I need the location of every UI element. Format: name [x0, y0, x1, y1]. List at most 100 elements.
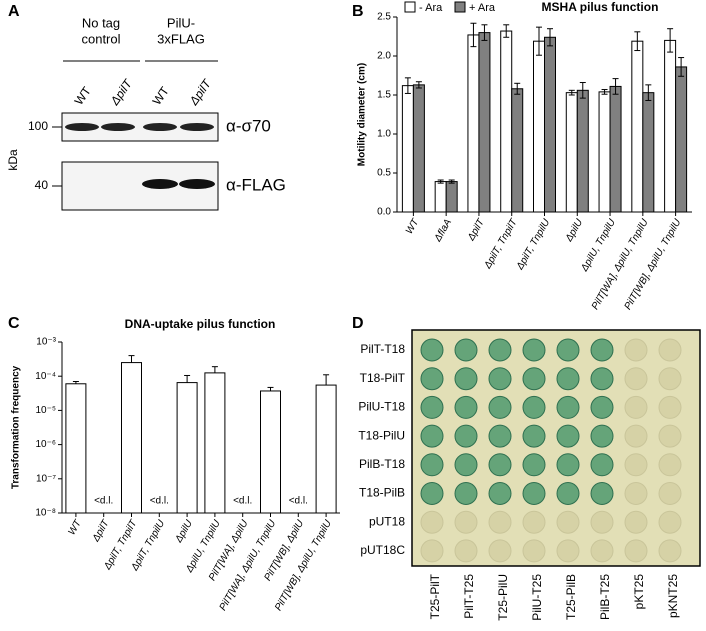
column-label: pKT25: [632, 574, 646, 610]
colony-spot: [556, 367, 580, 391]
error-bar: [536, 26, 542, 56]
bar: [544, 36, 556, 213]
bar: [260, 390, 281, 514]
colony-spot: [454, 367, 478, 391]
colony-spot: [556, 482, 580, 505]
group-label: 3xFLAG: [157, 31, 205, 46]
colony-spot: [590, 510, 614, 534]
colony-spot: [590, 395, 614, 419]
lane-label: ΔpilT: [107, 76, 136, 109]
band: [142, 179, 178, 189]
colony-spot: [624, 539, 648, 563]
legend-label: - Ara: [419, 2, 443, 14]
error-bar: [267, 386, 274, 391]
colony-spot: [454, 453, 478, 477]
colony-spot: [556, 453, 580, 477]
bar: [467, 34, 480, 213]
colony-spot: [420, 424, 444, 448]
bar: [176, 382, 198, 514]
bar: [121, 362, 142, 514]
colony-spot: [624, 424, 648, 448]
legend-swatch: [404, 1, 416, 13]
colony-spot: [658, 395, 682, 419]
marker-label: 100: [28, 119, 48, 133]
column-label: PilT-T25: [462, 574, 476, 619]
error-bar: [404, 77, 411, 94]
colony-spot: [454, 510, 478, 534]
chart-title: MSHA pilus function: [542, 0, 659, 14]
row-label: T18-PilB: [359, 486, 405, 500]
colony-spot: [658, 367, 682, 391]
colony-spot: [658, 338, 682, 362]
column-label: PilU-T25: [530, 574, 544, 621]
bar: [609, 85, 622, 213]
x-tick-label: WT: [66, 518, 84, 538]
colony-spot: [556, 338, 580, 362]
colony-spot: [522, 424, 546, 448]
bar: [500, 30, 513, 213]
colony-spot: [488, 453, 512, 477]
error-bar: [601, 89, 608, 95]
colony-spot: [624, 510, 648, 534]
column-label: T25-PilT: [428, 573, 442, 619]
bar: [511, 88, 524, 213]
value-label: <d.l.: [233, 496, 252, 507]
colony-spot: [590, 338, 614, 362]
colony-spot: [454, 395, 478, 419]
bar: [445, 181, 458, 213]
legend-swatch: [454, 1, 466, 13]
row-label: PilU-T18: [358, 400, 405, 414]
colony-spot: [488, 338, 512, 362]
bar: [434, 181, 447, 213]
error-bar: [448, 179, 455, 184]
column-label: T25-PilB: [564, 574, 578, 620]
colony-spot: [658, 510, 682, 534]
y-tick-label: 1.0: [377, 129, 391, 140]
error-bar: [323, 374, 330, 386]
error-bar: [503, 24, 510, 38]
colony-spot: [488, 395, 512, 419]
error-bar: [437, 179, 444, 184]
colony-spot: [488, 482, 512, 505]
colony-spot: [624, 453, 648, 477]
bar: [631, 40, 644, 213]
colony-spot: [522, 482, 546, 505]
colony-spot: [590, 424, 614, 448]
colony-spot: [658, 424, 682, 448]
bar: [412, 84, 425, 213]
colony-spot: [420, 539, 444, 563]
colony-spot: [624, 395, 648, 419]
x-tick-label: ΔflaA: [432, 217, 454, 244]
panel-label: D: [352, 315, 364, 332]
colony-spot: [556, 424, 580, 448]
error-bar: [645, 84, 652, 101]
value-label: <d.l.: [94, 496, 113, 507]
colony-spot: [420, 395, 444, 419]
band: [143, 123, 177, 131]
y-axis-label: Transformation frequency: [11, 365, 22, 489]
lane-label: ΔpilT: [186, 76, 215, 109]
x-tick-label: ΔpilT, TnpilT: [482, 217, 520, 272]
colony-spot: [420, 338, 444, 362]
band: [65, 123, 99, 131]
x-tick-label: PilT[WB], ΔpilU, TnpilU: [623, 217, 684, 312]
row-label: pUT18: [369, 514, 405, 528]
y-tick-label: 10⁻⁶: [35, 439, 56, 450]
value-label: <d.l.: [150, 496, 169, 507]
panel-label: C: [8, 315, 20, 332]
colony-spot: [488, 367, 512, 391]
colony-spot: [454, 539, 478, 563]
y-tick-label: 10⁻⁸: [35, 508, 56, 519]
y-axis-label: Motility diameter (cm): [357, 63, 368, 166]
error-bar: [211, 366, 218, 373]
colony-spot: [658, 539, 682, 563]
bar: [65, 383, 87, 514]
y-tick-label: 0.0: [377, 207, 391, 218]
y-tick-label: 10⁻⁴: [35, 371, 56, 382]
chart-title: DNA-uptake pilus function: [125, 317, 276, 331]
bar: [576, 89, 589, 213]
error-bar: [547, 28, 553, 47]
lane-label: WT: [72, 84, 95, 108]
y-tick-label: 2.0: [377, 51, 391, 62]
colony-spot: [658, 453, 682, 477]
